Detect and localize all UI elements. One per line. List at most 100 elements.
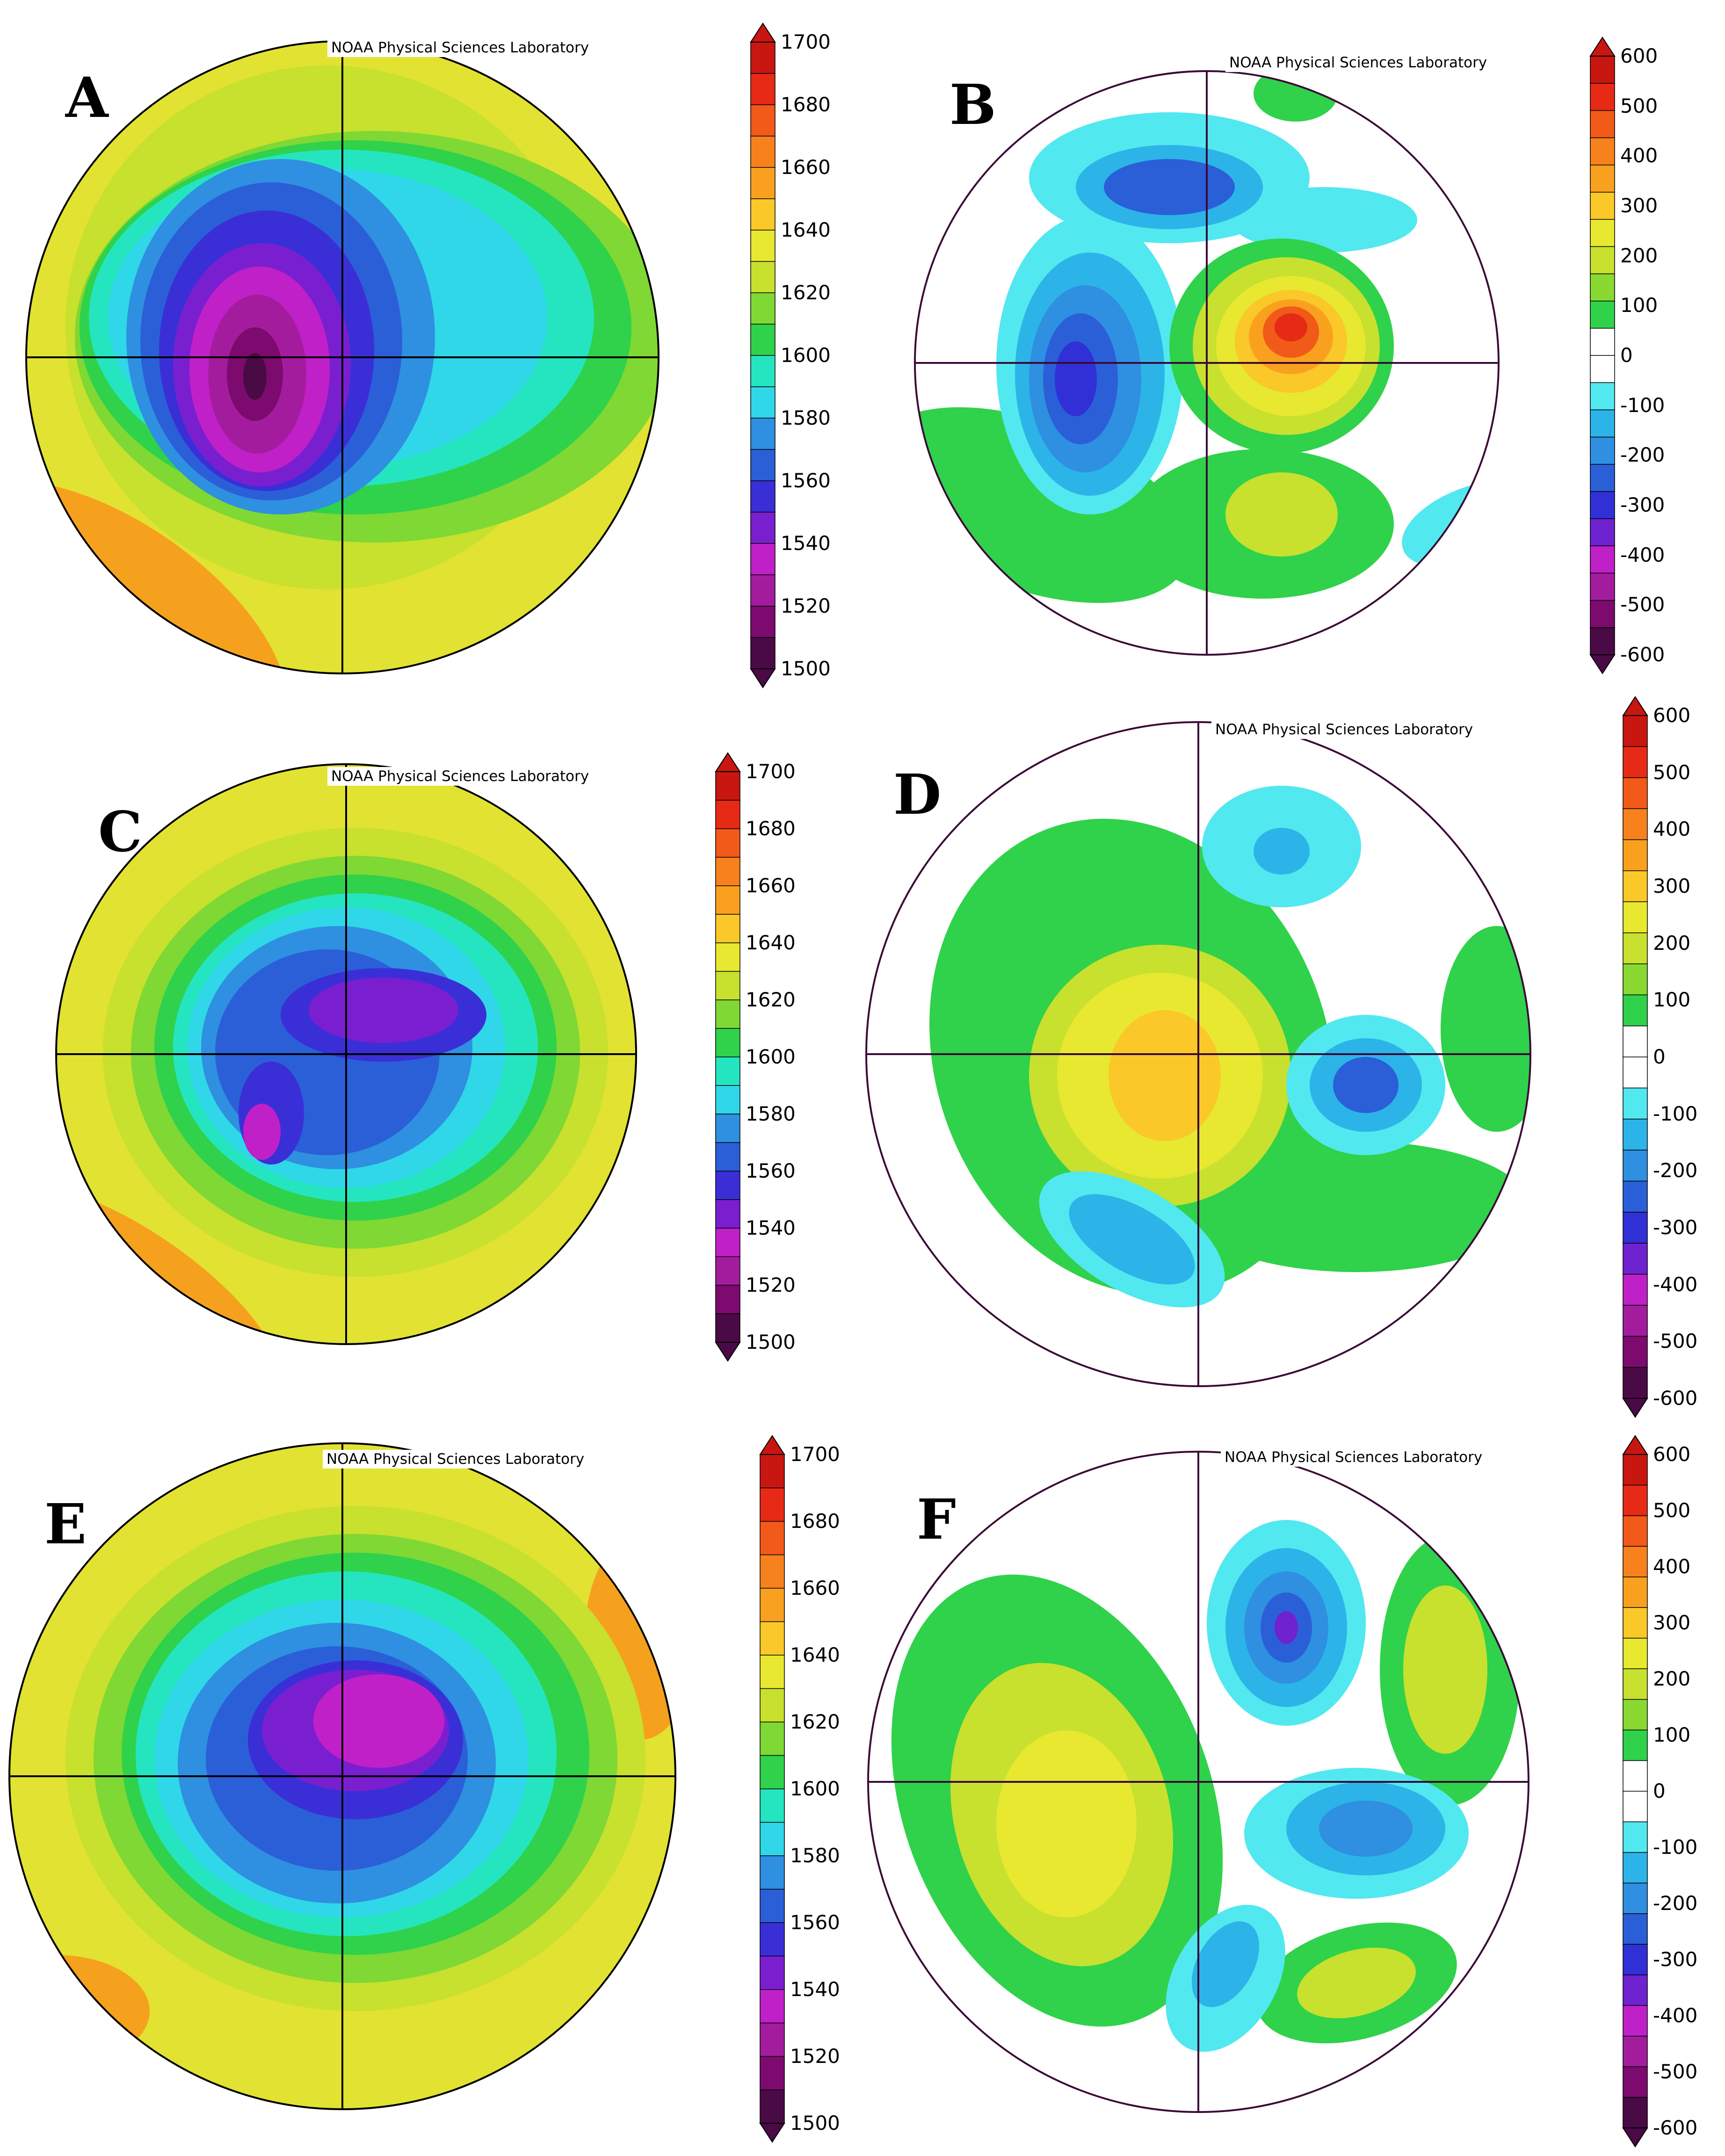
credit-a: NOAA Physical Sciences Laboratory bbox=[327, 38, 593, 57]
colorbar-tick-label: -300 bbox=[1620, 493, 1665, 516]
colorbar-swatch bbox=[1623, 1454, 1648, 1486]
colorbar-max-arrow bbox=[1589, 36, 1616, 57]
colorbar-max-arrow bbox=[1622, 1435, 1648, 1455]
colorbar-swatch bbox=[1590, 164, 1615, 193]
colorbar-swatch bbox=[760, 2022, 785, 2057]
colorbar-swatch bbox=[715, 1114, 740, 1143]
colorbar-swatch bbox=[760, 1487, 785, 1522]
colorbar-swatch bbox=[1623, 1944, 1648, 1975]
colorbar-swatch bbox=[1590, 491, 1615, 520]
colorbar-swatch bbox=[1590, 355, 1615, 383]
colorbar-min-arrow bbox=[759, 2123, 785, 2143]
colorbar-swatch bbox=[1623, 994, 1648, 1027]
colorbar-swatch bbox=[1623, 2066, 1648, 2098]
colorbar-tick-label: -200 bbox=[1620, 443, 1665, 467]
colorbar-svg bbox=[1622, 696, 1648, 1418]
colorbar-tick-label: -500 bbox=[1653, 1330, 1698, 1353]
colorbar-swatch bbox=[1590, 219, 1615, 247]
colorbar-swatch bbox=[715, 857, 740, 887]
colorbar-tick-label: -500 bbox=[1653, 2060, 1698, 2083]
colorbar-swatch bbox=[1590, 545, 1615, 574]
colorbar-c: 1700 1680 1660 1640 1620 1600 1580 1560 1540 1520… bbox=[715, 752, 796, 1362]
colorbar-tick-label: 0 bbox=[1653, 1045, 1666, 1068]
colorbar-swatch bbox=[715, 1256, 740, 1286]
colorbar-swatch bbox=[1623, 808, 1648, 840]
colorbar-tick-label: 300 bbox=[1653, 875, 1691, 897]
panel-d-gridlines bbox=[865, 721, 1531, 1387]
colorbar-swatch bbox=[760, 1655, 785, 1689]
colorbar-tick-label: 1600 bbox=[746, 1045, 796, 1068]
colorbar-swatch bbox=[750, 418, 776, 450]
colorbar-tick-label: 1540 bbox=[746, 1216, 796, 1239]
colorbar-swatch bbox=[750, 42, 776, 74]
colorbar-tick-label: 300 bbox=[1653, 1611, 1691, 1634]
panel-e-gridlines bbox=[8, 1442, 676, 2110]
colorbar-swatch bbox=[760, 2089, 785, 2124]
colorbar-swatch bbox=[1590, 110, 1615, 138]
colorbar-tick-label: 1580 bbox=[746, 1102, 796, 1125]
colorbar-tick-label: 1700 bbox=[790, 1443, 840, 1466]
colorbar-tick-label: -400 bbox=[1653, 2004, 1698, 2027]
colorbar-tick-label: -600 bbox=[1620, 643, 1665, 666]
colorbar-tick-label: 1580 bbox=[781, 406, 831, 429]
colorbar-swatch bbox=[1590, 409, 1615, 438]
colorbar-tick-label: 1620 bbox=[746, 988, 796, 1011]
colorbar-swatch bbox=[1623, 2005, 1648, 2037]
colorbar-swatch bbox=[1623, 1577, 1648, 1608]
colorbar-swatch bbox=[750, 136, 776, 168]
colorbar-swatch bbox=[750, 606, 776, 638]
colorbar-swatch bbox=[750, 73, 776, 106]
colorbar-swatch bbox=[760, 1688, 785, 1723]
colorbar-tick-label: 200 bbox=[1653, 931, 1691, 955]
colorbar-max-arrow bbox=[750, 22, 776, 43]
colorbar-tick-label: -400 bbox=[1620, 543, 1665, 566]
colorbar-swatch bbox=[1623, 1056, 1648, 1089]
panel-d-contours bbox=[866, 722, 1530, 1386]
colorbar-swatch bbox=[715, 942, 740, 972]
colorbar-swatch bbox=[750, 637, 776, 670]
colorbar-swatch bbox=[750, 386, 776, 419]
colorbar-swatch bbox=[1623, 1607, 1648, 1639]
colorbar-swatch bbox=[715, 800, 740, 830]
colorbar-tick-label: -200 bbox=[1653, 1159, 1698, 1182]
colorbar-swatch bbox=[1623, 1852, 1648, 1884]
colorbar-swatch bbox=[715, 1171, 740, 1201]
credit-d: NOAA Physical Sciences Laboratory bbox=[1211, 720, 1477, 739]
colorbar-tick-label: 1500 bbox=[781, 657, 831, 680]
colorbar-swatch bbox=[1623, 1025, 1648, 1058]
colorbar-swatch bbox=[760, 1989, 785, 2024]
colorbar-tick-label: 1500 bbox=[746, 1331, 796, 1353]
colorbar-tick-label: -300 bbox=[1653, 1948, 1698, 1971]
colorbar-tick-label: -400 bbox=[1653, 1273, 1698, 1296]
colorbar-swatch bbox=[760, 2056, 785, 2091]
colorbar-swatch bbox=[1623, 2035, 1648, 2068]
colorbar-tick-label: 400 bbox=[1620, 144, 1658, 167]
colorbar-tick-label: 1560 bbox=[746, 1159, 796, 1182]
panel-label-a: A bbox=[65, 65, 109, 130]
colorbar-tick-label: 100 bbox=[1653, 988, 1691, 1012]
colorbar-swatch bbox=[750, 574, 776, 607]
colorbar-tick-label: 1640 bbox=[746, 931, 796, 954]
colorbar-swatch bbox=[715, 1028, 740, 1058]
colorbar-swatch bbox=[750, 261, 776, 294]
panel-label-c: C bbox=[98, 799, 142, 864]
colorbar-swatch bbox=[1623, 1180, 1648, 1213]
colorbar-swatch bbox=[1590, 192, 1615, 220]
colorbar-tick-label: 100 bbox=[1620, 294, 1658, 317]
panel-c-gridlines bbox=[55, 763, 637, 1345]
colorbar-swatch bbox=[1623, 1699, 1648, 1731]
colorbar-tick-label: 400 bbox=[1653, 818, 1691, 841]
colorbar-swatch bbox=[760, 1855, 785, 1890]
colorbar-swatch bbox=[1623, 1212, 1648, 1244]
colorbar-swatch bbox=[715, 971, 740, 1001]
colorbar-swatch bbox=[1623, 1729, 1648, 1761]
colorbar-swatch bbox=[1590, 436, 1615, 465]
colorbar-svg bbox=[750, 22, 776, 688]
colorbar-swatch bbox=[1623, 1760, 1648, 1792]
colorbar-tick-label: -100 bbox=[1620, 393, 1665, 417]
colorbar-tick-label: 1640 bbox=[781, 218, 831, 241]
colorbar-tick-label: 400 bbox=[1653, 1555, 1691, 1578]
colorbar-swatch bbox=[1623, 1913, 1648, 1945]
colorbar-tick-label: 1500 bbox=[790, 2112, 840, 2134]
